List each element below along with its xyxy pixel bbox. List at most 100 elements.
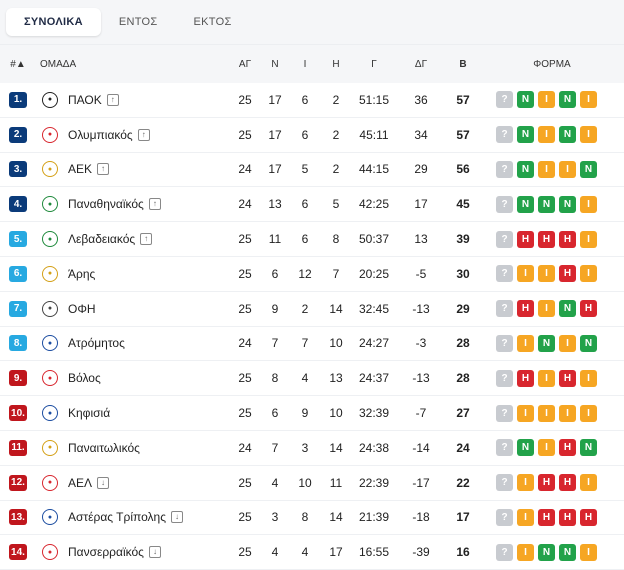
form-badge[interactable]: Ν [559, 543, 576, 561]
table-row[interactable]: 3. ● ΑΕΚ ↑ 24 17 5 2 44:15 29 56? Ν Ι Ι Ν [0, 153, 624, 188]
form-badge[interactable]: Ι [559, 160, 576, 178]
table-row[interactable]: 8. ● Ατρόμητος 24 7 7 10 24:27 -3 28? Ι Ν Ι Ν [0, 327, 624, 362]
form-badge[interactable]: ? [496, 91, 513, 109]
team-name[interactable]: Παναιτωλικός [68, 440, 140, 455]
form-badge[interactable]: Η [559, 474, 576, 492]
form-badge[interactable]: Ι [580, 404, 597, 422]
team-name-cell[interactable]: Λεβαδειακός ↑ [64, 232, 230, 246]
form-badge[interactable]: Η [559, 230, 576, 248]
team-name-cell[interactable]: ΑΕΚ ↑ [64, 162, 230, 176]
team-name[interactable]: Αστέρας Τρίπολης [68, 510, 166, 525]
form-badge[interactable]: Ν [538, 543, 555, 561]
team-name-cell[interactable]: ΑΕΛ ↓ [64, 476, 230, 490]
team-name[interactable]: Κηφισιά [68, 406, 111, 421]
form-badge[interactable]: Ι [517, 543, 534, 561]
team-name-cell[interactable]: Αστέρας Τρίπολης ↓ [64, 510, 230, 524]
form-badge[interactable]: Ι [559, 404, 576, 422]
form-badge[interactable]: Ι [538, 265, 555, 283]
form-badge[interactable]: Η [559, 265, 576, 283]
header-losses[interactable]: Η [332, 58, 340, 70]
form-badge[interactable]: Ν [517, 195, 534, 213]
header-goals[interactable]: Γ [371, 58, 377, 70]
form-badge[interactable]: Η [517, 300, 534, 318]
form-badge[interactable]: Ι [517, 508, 534, 526]
form-badge[interactable]: Η [517, 230, 534, 248]
team-name[interactable]: ΑΕΚ [68, 162, 93, 177]
form-badge[interactable]: Ι [580, 195, 597, 213]
header-points[interactable]: Β [459, 58, 467, 70]
team-name[interactable]: Άρης [68, 266, 96, 281]
team-name[interactable]: Πανσερραϊκός [68, 545, 144, 560]
form-badge[interactable]: Ι [580, 543, 597, 561]
form-badge[interactable]: Ν [559, 91, 576, 109]
team-name[interactable]: ΟΦΗ [68, 301, 96, 316]
team-name[interactable]: Ατρόμητος [68, 336, 125, 351]
form-badge[interactable]: ? [496, 508, 513, 526]
table-row[interactable]: 10. ● Κηφισιά 25 6 9 10 32:39 -7 27? Ι Ι Ι Ι [0, 396, 624, 431]
form-badge[interactable]: ? [496, 126, 513, 144]
team-name-cell[interactable]: Ατρόμητος [64, 336, 230, 350]
form-badge[interactable]: Η [559, 508, 576, 526]
form-badge[interactable]: Η [559, 369, 576, 387]
form-badge[interactable]: Ι [580, 91, 597, 109]
header-goal-diff[interactable]: ΔΓ [414, 58, 428, 70]
table-row[interactable]: 9. ● Βόλος 25 8 4 13 24:37 -13 28? Η Ι Η Ι [0, 361, 624, 397]
table-row[interactable]: 11. ● Παναιτωλικός 24 7 3 14 24:38 -14 24? Ν Ι Η Ν [0, 431, 624, 466]
form-badge[interactable]: Ν [580, 160, 597, 178]
team-name[interactable]: ΠΑΟΚ [68, 92, 102, 107]
form-badge[interactable]: Ι [538, 126, 555, 144]
team-name[interactable]: Βόλος [68, 371, 101, 386]
form-badge[interactable]: Η [517, 369, 534, 387]
table-row[interactable]: 13. ● Αστέρας Τρίπολης ↓ 25 3 8 14 21:39 -18 17? Ι Η… [0, 501, 624, 536]
form-badge[interactable]: Ν [538, 334, 555, 352]
header-draws[interactable]: Ι [303, 58, 307, 70]
form-badge[interactable]: Ν [580, 439, 597, 457]
header-position[interactable]: #▲ [10, 58, 26, 70]
form-badge[interactable]: ? [496, 543, 513, 561]
team-name[interactable]: Παναθηναϊκός [68, 197, 144, 212]
team-name-cell[interactable]: Άρης [64, 267, 230, 281]
form-badge[interactable]: ? [496, 230, 513, 248]
form-badge[interactable]: Η [559, 439, 576, 457]
form-badge[interactable]: Ν [559, 195, 576, 213]
header-team[interactable]: ΟΜΑΔΑ [40, 58, 77, 70]
table-row[interactable]: 4. ● Παναθηναϊκός ↑ 24 13 6 5 42:25 17 45? Ν Ν Ν Ι [0, 187, 624, 223]
form-badge[interactable]: Ν [559, 126, 576, 144]
form-badge[interactable]: Ι [580, 369, 597, 387]
team-name-cell[interactable]: Παναθηναϊκός ↑ [64, 197, 230, 211]
form-badge[interactable]: Ν [580, 334, 597, 352]
form-badge[interactable]: Ι [580, 126, 597, 144]
table-row[interactable]: 14. ● Πανσερραϊκός ↓ 25 4 4 17 16:55 -39 16? Ι Ν Ν Ι [0, 535, 624, 570]
form-badge[interactable]: ? [496, 474, 513, 492]
form-badge[interactable]: Ι [538, 160, 555, 178]
header-wins[interactable]: Ν [271, 58, 279, 70]
tab-away[interactable]: ΕΚΤΟΣ [193, 16, 232, 28]
form-badge[interactable]: Ι [580, 230, 597, 248]
table-row[interactable]: 2. ● Ολυμπιακός ↑ 25 17 6 2 45:11 34 57? Ν Ι Ν Ι [0, 118, 624, 153]
form-badge[interactable]: Ι [517, 265, 534, 283]
form-badge[interactable]: Ι [517, 334, 534, 352]
form-badge[interactable]: ? [496, 404, 513, 422]
form-badge[interactable]: ? [496, 439, 513, 457]
form-badge[interactable]: ? [496, 160, 513, 178]
form-badge[interactable]: Η [538, 474, 555, 492]
form-badge[interactable]: ? [496, 195, 513, 213]
form-badge[interactable]: Η [538, 508, 555, 526]
table-row[interactable]: 6. ● Άρης 25 6 12 7 20:25 -5 30? Ι Ι Η Ι [0, 257, 624, 292]
team-name[interactable]: Ολυμπιακός [68, 127, 133, 142]
team-name[interactable]: ΑΕΛ [68, 475, 93, 490]
team-name-cell[interactable]: Κηφισιά [64, 406, 230, 420]
form-badge[interactable]: Ι [538, 404, 555, 422]
form-badge[interactable]: ? [496, 265, 513, 283]
team-name-cell[interactable]: Παναιτωλικός [64, 441, 230, 455]
form-badge[interactable]: ? [496, 369, 513, 387]
form-badge[interactable]: Ι [580, 265, 597, 283]
table-row[interactable]: 7. ● ΟΦΗ 25 9 2 14 32:45 -13 29? Η Ι Ν Η [0, 292, 624, 327]
team-name-cell[interactable]: ΠΑΟΚ ↑ [64, 93, 230, 107]
form-badge[interactable]: Ι [538, 300, 555, 318]
form-badge[interactable]: Ν [517, 91, 534, 109]
tab-overall[interactable]: ΣΥΝΟΛΙΚΑ [6, 8, 101, 36]
form-badge[interactable]: Η [538, 230, 555, 248]
form-badge[interactable]: Ι [517, 474, 534, 492]
header-played[interactable]: ΑΓ [238, 58, 252, 70]
